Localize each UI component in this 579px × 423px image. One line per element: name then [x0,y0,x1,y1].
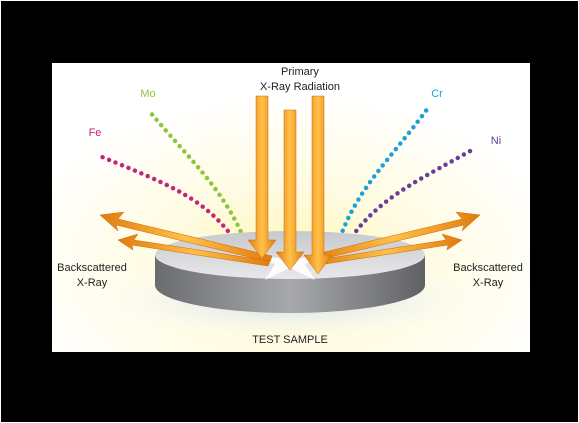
element-label: Fe [89,127,102,139]
element-label: Ni [491,135,501,147]
backscatter-label: X-Ray [473,277,504,289]
primary-label: X-Ray Radiation [260,81,340,93]
backscatter-label: X-Ray [77,277,108,289]
element-label: Mo [140,88,155,100]
primary-label: Primary [281,66,319,78]
primary-beams [248,96,332,274]
sample-label: TEST SAMPLE [252,334,328,346]
backscatter-label: Backscattered [57,262,127,274]
backscatter-label: Backscattered [453,262,523,274]
page: Primary X-Ray Radiation Fe Mo Cr Ni Back… [0,0,579,423]
element-label: Cr [431,88,443,100]
diagram: Primary X-Ray Radiation Fe Mo Cr Ni Back… [0,0,579,423]
